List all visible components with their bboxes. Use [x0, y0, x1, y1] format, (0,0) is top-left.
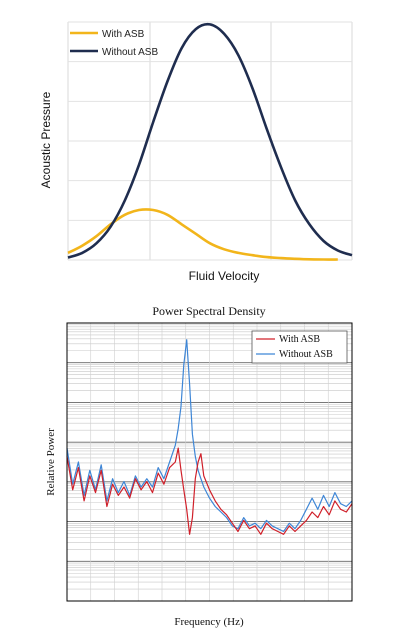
chart1-series: [67, 22, 353, 261]
legend-label-with-asb: With ASB: [102, 29, 145, 40]
chart2-y-axis-label: Relative Power: [45, 428, 57, 496]
legend-label-without-asb-psd: Without ASB: [279, 349, 333, 360]
chart2-legend-box: [251, 330, 348, 364]
chart2-series: [66, 339, 353, 535]
series-line-without-asb: [67, 22, 353, 259]
series-line-with-asb-psd: [66, 447, 353, 535]
series-line-without-asb-psd: [66, 339, 353, 533]
chart1-legend: With ASB Without ASB: [70, 29, 158, 58]
chart1-y-axis-label: Acoustic Pressure: [39, 91, 53, 188]
chart2-plot-border: [66, 322, 353, 602]
chart2-title: Power Spectral Density: [152, 304, 265, 318]
chart1-grid: [67, 21, 353, 261]
legend-label-without-asb: Without ASB: [102, 47, 158, 58]
legend-label-with-asb-psd: With ASB: [279, 334, 320, 345]
chart2-legend: With ASB Without ASB: [251, 330, 348, 364]
chart1-x-axis-label: Fluid Velocity: [189, 269, 260, 283]
chart2-grid: [67, 323, 352, 602]
acoustic-pressure-chart: With ASB Without ASB Fluid Velocity Acou…: [39, 21, 353, 283]
series-line-with-asb: [67, 208, 338, 261]
power-spectral-density-chart: Power Spectral Density With ASB Without …: [45, 304, 353, 628]
chart2-x-axis-label: Frequency (Hz): [174, 616, 244, 628]
